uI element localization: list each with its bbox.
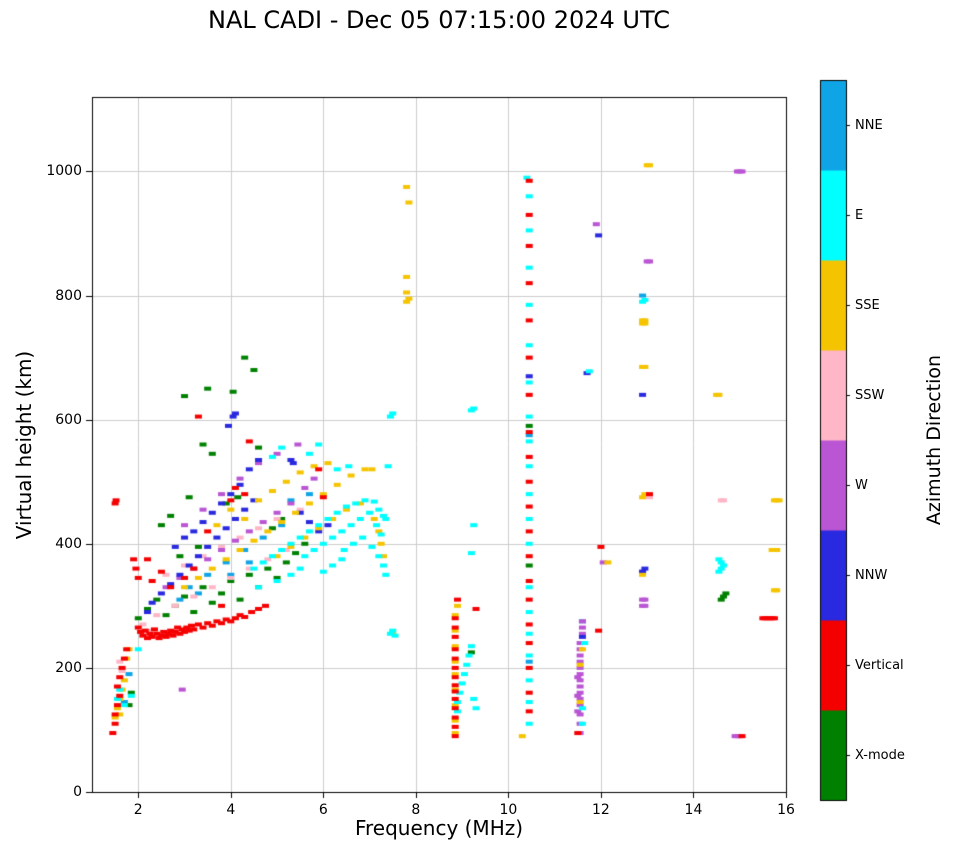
colorbar-label: Azimuth Direction	[923, 354, 945, 526]
colorbar-tick-label: NNE	[855, 117, 883, 133]
colorbar-tick-label: NNW	[855, 567, 888, 583]
y-tick-label: 600	[55, 411, 82, 428]
y-tick-label: 400	[55, 535, 82, 552]
x-tick-label: 2	[133, 802, 143, 818]
colorbar-tick-label: Vertical	[855, 657, 904, 673]
colorbar-tick-label: SSW	[855, 387, 885, 403]
x-tick-label: 6	[318, 802, 328, 818]
colorbar-tick-label: E	[855, 207, 864, 223]
x-tick-label: 4	[226, 802, 236, 818]
colorbar-tick-label: SSE	[855, 297, 880, 313]
colorbar-tick-label: X-mode	[855, 747, 905, 763]
y-tick-label: 200	[55, 659, 82, 676]
y-tick-label: 0	[73, 784, 82, 800]
chart-title: NAL CADI - Dec 05 07:15:00 2024 UTC	[208, 6, 670, 34]
y-axis-label: Virtual height (km)	[12, 350, 36, 540]
x-axis-label: Frequency (MHz)	[354, 816, 524, 840]
x-tick-label: 8	[411, 802, 421, 818]
x-tick-label: 16	[777, 802, 795, 818]
x-tick-label: 14	[684, 802, 703, 818]
colorbar-tick-label: W	[855, 477, 868, 493]
y-tick-label: 1000	[46, 163, 82, 180]
x-tick-label: 12	[592, 802, 610, 818]
y-tick-label: 800	[55, 287, 82, 304]
x-tick-label: 10	[499, 802, 518, 818]
